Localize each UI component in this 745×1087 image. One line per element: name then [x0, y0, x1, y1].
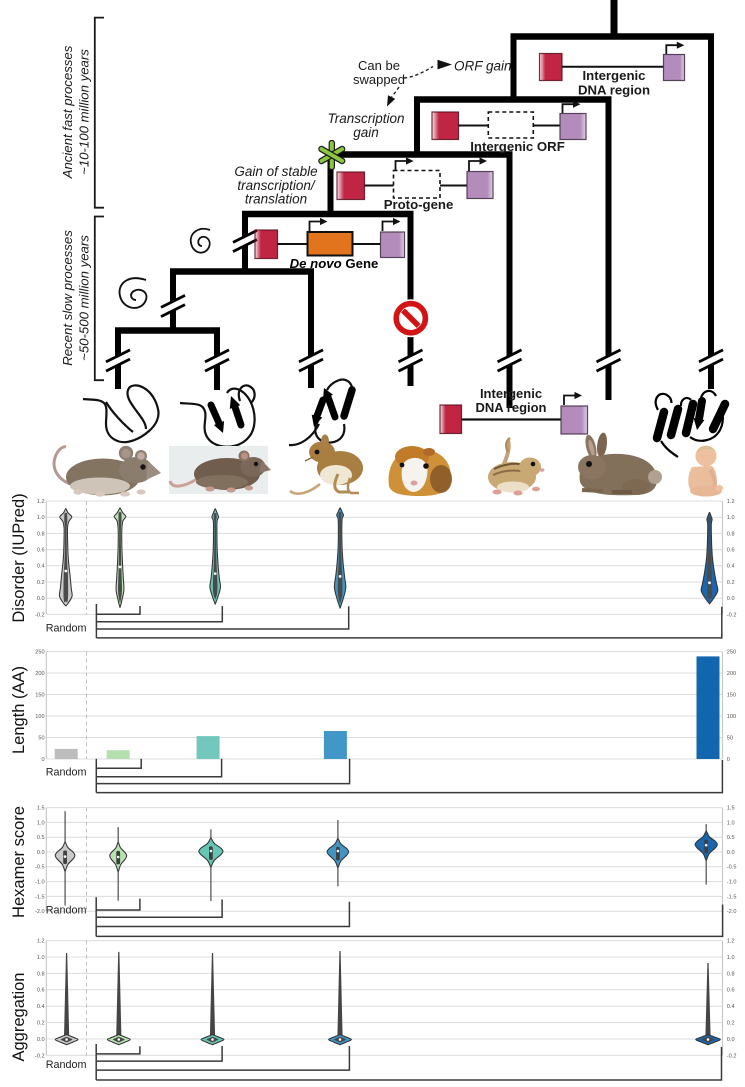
svg-text:0.4: 0.4 [727, 564, 735, 570]
svg-text:-0.2: -0.2 [35, 1053, 45, 1059]
svg-text:0.6: 0.6 [727, 988, 735, 994]
svg-text:Transcription: Transcription [327, 111, 404, 126]
svg-text:Recent slow processes: Recent slow processes [60, 230, 75, 366]
svg-text:0.6: 0.6 [37, 548, 45, 554]
svg-text:-1.5: -1.5 [35, 894, 45, 900]
svg-text:0.4: 0.4 [37, 1004, 45, 1010]
svg-text:DNA region: DNA region [578, 83, 650, 98]
svg-text:0.4: 0.4 [727, 1004, 735, 1010]
svg-text:250: 250 [727, 649, 736, 655]
svg-text:1.2: 1.2 [37, 939, 45, 945]
svg-text:Hexamer score: Hexamer score [10, 806, 28, 918]
svg-text:0.6: 0.6 [37, 988, 45, 994]
svg-text:0.0: 0.0 [727, 596, 735, 602]
svg-text:1.0: 1.0 [37, 820, 45, 826]
svg-text:Gain of stable: Gain of stable [234, 164, 317, 179]
svg-text:-2.0: -2.0 [35, 909, 45, 915]
svg-text:0.8: 0.8 [727, 971, 735, 977]
svg-text:Random: Random [46, 623, 87, 635]
svg-text:0.2: 0.2 [37, 580, 45, 586]
svg-text:1.5: 1.5 [727, 806, 735, 812]
svg-text:0.8: 0.8 [727, 531, 735, 537]
svg-text:1.5: 1.5 [37, 806, 45, 812]
svg-text:Random: Random [46, 905, 87, 917]
svg-text:200: 200 [727, 671, 736, 677]
svg-text:1.0: 1.0 [37, 515, 45, 521]
svg-text:Intergenic ORF: Intergenic ORF [470, 139, 565, 154]
svg-text:Intergenic: Intergenic [480, 386, 542, 401]
svg-text:0.0: 0.0 [37, 850, 45, 856]
svg-text:1.2: 1.2 [727, 939, 735, 945]
svg-text:0.0: 0.0 [727, 850, 735, 856]
svg-text:50: 50 [38, 735, 44, 741]
svg-text:ORF gain: ORF gain [454, 59, 512, 74]
svg-text:1.0: 1.0 [727, 820, 735, 826]
svg-text:-0.2: -0.2 [727, 612, 737, 618]
svg-text:100: 100 [727, 714, 736, 720]
svg-text:De novo Gene: De novo Gene [290, 256, 379, 271]
svg-text:150: 150 [727, 692, 736, 698]
svg-text:250: 250 [35, 649, 44, 655]
svg-text:Intergenic: Intergenic [582, 68, 645, 83]
svg-text:0: 0 [727, 757, 730, 763]
svg-text:-1.0: -1.0 [727, 880, 737, 886]
svg-text:0.5: 0.5 [727, 835, 735, 841]
svg-text:Aggregation: Aggregation [10, 973, 28, 1062]
svg-text:1.0: 1.0 [727, 955, 735, 961]
svg-text:200: 200 [35, 671, 44, 677]
svg-text:1.2: 1.2 [37, 499, 45, 505]
svg-text:-0.5: -0.5 [727, 865, 737, 871]
svg-text:-0.2: -0.2 [35, 612, 45, 618]
svg-text:0.0: 0.0 [37, 1037, 45, 1043]
svg-text:DNA region: DNA region [475, 400, 546, 415]
svg-text:-0.5: -0.5 [35, 865, 45, 871]
svg-text:150: 150 [35, 692, 44, 698]
svg-text:~10-100 million years: ~10-100 million years [77, 49, 92, 175]
svg-text:-1.0: -1.0 [35, 880, 45, 886]
svg-text:100: 100 [35, 714, 44, 720]
svg-text:1.2: 1.2 [727, 499, 735, 505]
svg-text:Disorder (IUPred): Disorder (IUPred) [10, 493, 28, 622]
svg-text:Random: Random [46, 767, 87, 779]
svg-text:0.4: 0.4 [37, 564, 45, 570]
svg-text:Length (AA): Length (AA) [10, 666, 28, 754]
svg-text:0: 0 [41, 757, 44, 763]
svg-text:gain: gain [353, 125, 379, 140]
svg-text:-2.0: -2.0 [727, 909, 737, 915]
svg-text:translation: translation [245, 192, 307, 207]
svg-text:~50-500 million years: ~50-500 million years [77, 235, 92, 361]
svg-text:Ancient fast processes: Ancient fast processes [60, 45, 75, 179]
svg-text:-0.2: -0.2 [727, 1053, 737, 1059]
svg-text:0.8: 0.8 [37, 971, 45, 977]
svg-text:0.2: 0.2 [727, 1021, 735, 1027]
svg-text:swapped: swapped [353, 72, 405, 87]
svg-text:transcription/: transcription/ [237, 178, 316, 193]
svg-text:0.0: 0.0 [37, 596, 45, 602]
svg-text:Random: Random [46, 1059, 87, 1071]
svg-text:1.0: 1.0 [727, 515, 735, 521]
svg-text:0.6: 0.6 [727, 548, 735, 554]
svg-text:1.0: 1.0 [37, 955, 45, 961]
svg-text:Can be: Can be [358, 58, 400, 73]
svg-text:0.0: 0.0 [727, 1037, 735, 1043]
svg-text:0.2: 0.2 [727, 580, 735, 586]
svg-text:Proto-gene: Proto-gene [384, 197, 454, 212]
svg-text:0.5: 0.5 [37, 835, 45, 841]
svg-text:0.2: 0.2 [37, 1021, 45, 1027]
svg-text:50: 50 [727, 735, 733, 741]
svg-text:-1.5: -1.5 [727, 894, 737, 900]
svg-text:0.8: 0.8 [37, 531, 45, 537]
